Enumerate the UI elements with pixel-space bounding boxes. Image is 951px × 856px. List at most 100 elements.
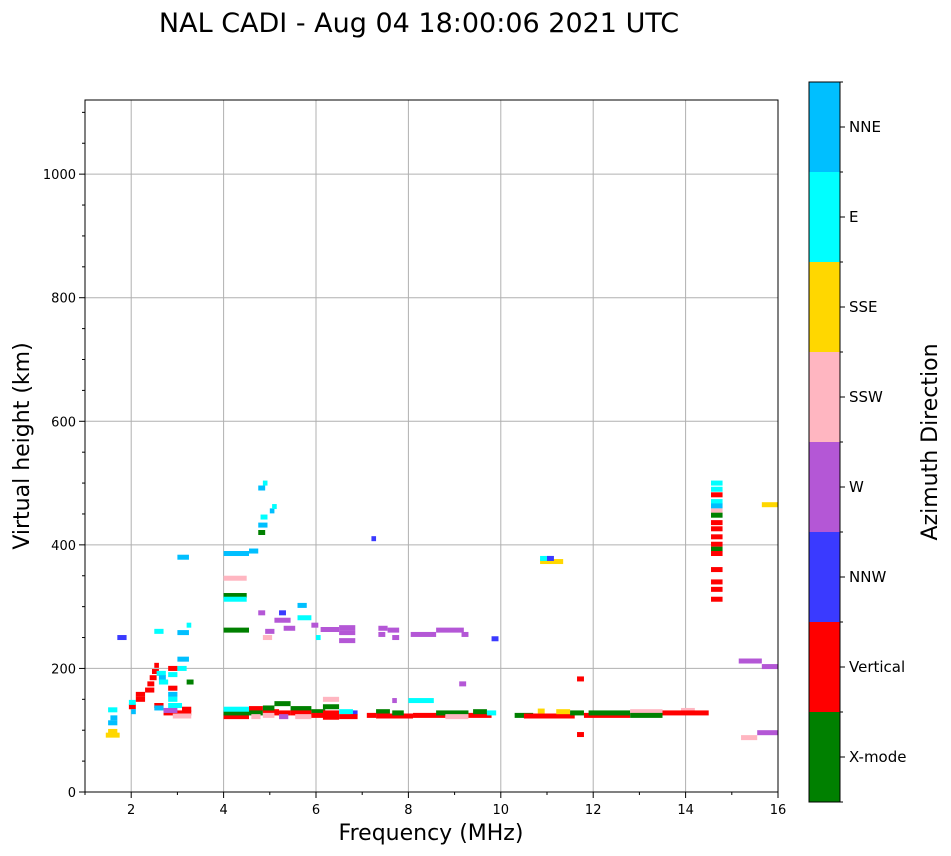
echo-segment — [711, 499, 723, 505]
plot-frame — [84, 99, 779, 793]
echo-segment — [163, 707, 178, 713]
echo-segment — [537, 708, 545, 714]
echo-segment — [540, 559, 564, 565]
x-tick-label: 8 — [404, 803, 412, 818]
echo-segment — [154, 628, 164, 634]
echo-segment — [711, 534, 723, 540]
echo-segment — [147, 681, 155, 687]
echo-segment — [135, 691, 146, 697]
echo-segment — [262, 712, 275, 718]
echo-segment — [258, 610, 266, 616]
echo-segment — [154, 705, 164, 711]
echo-segment — [105, 732, 120, 738]
colorbar-frame — [808, 81, 841, 803]
echo-segment — [523, 713, 547, 719]
echo-segment — [177, 630, 189, 636]
colorbar-label: Azimuth Direction — [918, 343, 943, 540]
echo-segment — [413, 712, 446, 718]
echo-segment — [320, 627, 340, 633]
echo-segment — [711, 492, 723, 498]
echo-segment — [630, 709, 663, 715]
echo-segment — [408, 698, 434, 704]
echo-segment — [223, 706, 250, 712]
echo-segment — [392, 710, 404, 716]
colorbar-tick-label: SSW — [849, 388, 883, 406]
y-tick-label: 200 — [51, 662, 76, 677]
colorbar-tick-label: E — [849, 208, 858, 226]
echo-segment — [154, 662, 159, 668]
x-axis-ticks: 2 4 6 8 10 12 14 16 — [84, 792, 787, 818]
echo-segment — [128, 704, 136, 710]
echo-segment — [168, 691, 178, 697]
echo-segment — [177, 656, 189, 662]
echo-segment — [376, 713, 414, 719]
echo-segment — [711, 579, 723, 585]
echo-segment — [274, 701, 291, 707]
x-axis-label: Frequency (MHz) — [339, 821, 524, 846]
echo-segment — [258, 485, 266, 491]
echo-segment — [265, 628, 275, 634]
echo-segment — [117, 635, 127, 641]
echo-segment — [151, 669, 159, 675]
colorbar-tick-label: Vertical — [849, 658, 905, 676]
echo-segment — [711, 551, 723, 557]
x-tick-label: 4 — [219, 803, 227, 818]
echo-segment — [711, 596, 723, 602]
colorbar: X-mode Vertical NNW W SSW SSE E NNE — [808, 81, 906, 803]
echo-segment — [371, 536, 377, 542]
echo-segment — [262, 705, 275, 711]
echo-segment — [556, 709, 571, 715]
echo-segment — [761, 664, 778, 670]
echo-segment — [711, 503, 723, 509]
echo-segment — [445, 714, 469, 720]
echo-segment — [436, 710, 469, 716]
echo-segment — [249, 710, 263, 716]
y-axis-label: Virtual height (km) — [10, 342, 35, 549]
echo-segment — [274, 617, 291, 623]
echo-segment — [410, 631, 437, 637]
echo-segment — [376, 709, 390, 715]
y-tick-label: 800 — [51, 292, 76, 307]
echo-segment — [223, 596, 247, 602]
echo-segment — [392, 635, 400, 641]
echo-segment — [223, 551, 250, 557]
echo-segment — [158, 679, 169, 685]
echo-segment — [711, 546, 723, 552]
echo-segment — [436, 627, 464, 633]
echo-segment — [168, 665, 178, 671]
echo-segment — [630, 712, 663, 718]
echo-segment — [588, 710, 631, 716]
echo-segment — [156, 670, 166, 676]
colorbar-tick-label: W — [849, 478, 864, 496]
echo-segment — [577, 732, 584, 738]
echo-segment — [145, 687, 155, 693]
echo-segment — [311, 712, 326, 718]
echo-segment — [547, 555, 554, 561]
echo-segment — [223, 714, 250, 720]
echo-segment — [182, 706, 192, 712]
x-tick-label: 16 — [770, 803, 787, 818]
y-tick-label: 0 — [68, 786, 76, 801]
echo-segment — [311, 622, 319, 628]
echo-segment — [168, 685, 178, 691]
y-axis-ticks: 0 200 400 600 800 1000 — [43, 111, 85, 801]
echo-segment — [322, 710, 340, 716]
echo-segment — [295, 714, 312, 720]
echo-segment — [339, 638, 356, 644]
echo-segment — [461, 631, 469, 637]
echo-segment — [322, 704, 340, 710]
y-tick-label: 600 — [51, 415, 76, 430]
echo-segment — [339, 709, 353, 715]
echo-segment — [108, 728, 118, 734]
echo-segment — [223, 593, 247, 599]
echo-segment — [279, 610, 286, 616]
echo-segment — [262, 709, 280, 715]
echo-segment — [486, 710, 497, 716]
echo-segment — [322, 714, 340, 720]
echo-segment — [366, 712, 377, 718]
echo-segment — [283, 625, 296, 631]
echo-segment — [547, 713, 575, 719]
colorbar-tick-label: SSE — [849, 298, 878, 316]
echo-segment — [223, 575, 247, 581]
